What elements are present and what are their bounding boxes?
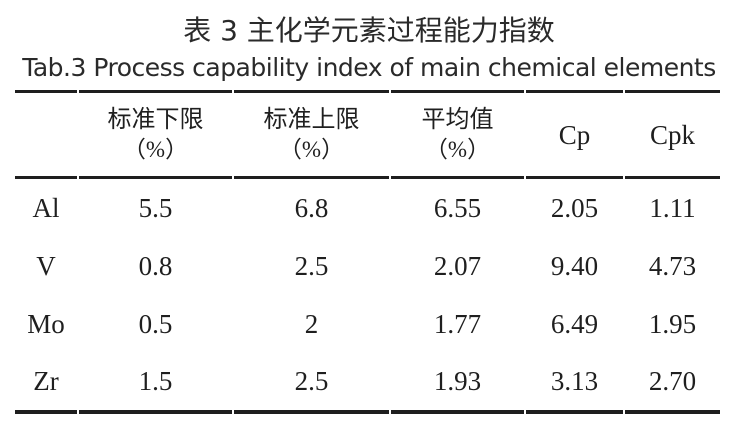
cell-cp: 2.05 [550, 192, 599, 223]
cell-upper-limit: 2.5 [234, 353, 389, 414]
column-header-lower-limit-unit: （%） [122, 136, 189, 162]
cell-lower-limit: 5.5 [138, 192, 173, 223]
cell-cp: 6.49 [550, 308, 599, 339]
column-header-cp: Cp [526, 90, 623, 179]
cell-mean: 1.77 [433, 308, 482, 339]
cell-element: Mo [27, 308, 65, 339]
table-title-en: Tab.3 Process capability index of main c… [22, 53, 716, 82]
cell-cp: 9.40 [550, 250, 599, 281]
cell-element: Al [32, 192, 60, 223]
column-header-lower-limit: 标准下限 （%） [79, 90, 232, 179]
column-header-mean-label: 平均值 [421, 106, 494, 133]
cell-upper-limit: 6.8 [294, 192, 329, 223]
cell-mean: 2.07 [433, 250, 482, 281]
cell-upper-limit: 2 [304, 308, 319, 339]
cell-cpk: 1.95 [648, 308, 697, 339]
table-row-v: V 0.8 2.5 2.07 9.40 4.73 [15, 237, 720, 295]
header-row: 标准下限 （%） 标准上限 （%） 平均值 （%） Cp Cpk [15, 90, 720, 179]
table-row-zr: Zr 1.5 2.5 1.93 3.13 2.70 [15, 353, 720, 414]
column-header-mean-unit: （%） [424, 136, 491, 162]
table-row-al: Al 5.5 6.8 6.55 2.05 1.11 [15, 179, 720, 237]
cell-upper-limit: 2.5 [294, 250, 329, 281]
table-row-mo: Mo 0.5 2 1.77 6.49 1.95 [15, 295, 720, 353]
cell-cp: 3.13 [526, 353, 623, 414]
column-header-element [15, 90, 77, 179]
cell-cpk: 4.73 [648, 250, 697, 281]
column-header-lower-limit-label: 标准下限 [107, 106, 204, 133]
process-capability-table: 标准下限 （%） 标准上限 （%） 平均值 （%） Cp Cpk [13, 90, 722, 414]
table-title-zh: 表 3 主化学元素过程能力指数 [183, 14, 555, 47]
column-header-cpk-label: Cpk [649, 119, 695, 150]
cell-mean: 6.55 [433, 192, 482, 223]
cell-lower-limit: 0.5 [138, 308, 173, 339]
column-header-upper-limit-unit: （%） [278, 136, 345, 162]
cell-lower-limit: 0.8 [138, 250, 173, 281]
column-header-cpk: Cpk [625, 90, 720, 179]
cell-element: Zr [15, 353, 77, 414]
column-header-cp-label: Cp [558, 119, 591, 150]
cell-lower-limit: 1.5 [79, 353, 232, 414]
cell-cpk: 2.70 [625, 353, 720, 414]
column-header-upper-limit: 标准上限 （%） [234, 90, 389, 179]
column-header-upper-limit-label: 标准上限 [263, 106, 360, 133]
column-header-mean: 平均值 （%） [391, 90, 524, 179]
cell-element: V [36, 250, 56, 281]
cell-cpk: 1.11 [649, 192, 696, 223]
cell-mean: 1.93 [391, 353, 524, 414]
